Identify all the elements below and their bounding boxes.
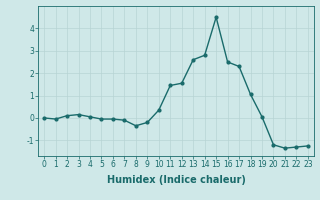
X-axis label: Humidex (Indice chaleur): Humidex (Indice chaleur) — [107, 175, 245, 185]
